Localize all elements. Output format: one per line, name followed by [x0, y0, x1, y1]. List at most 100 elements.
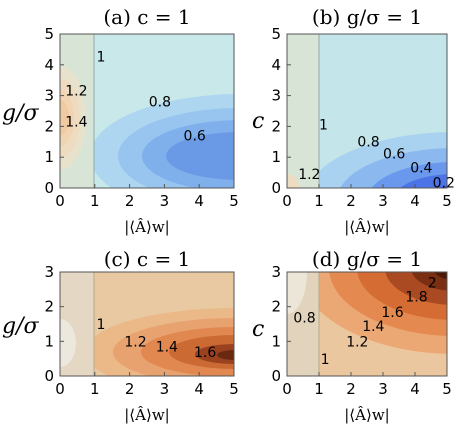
- panel-a-ytick-label: 2: [44, 117, 54, 135]
- panel-d-ytick-label: 3: [271, 263, 281, 281]
- panel-b-ytick-label: 1: [271, 148, 281, 166]
- panel-b-ytick-label: 3: [271, 87, 281, 105]
- panel-c-xtick-label: 4: [194, 380, 204, 398]
- panel-d-xtick-label: 1: [314, 380, 324, 398]
- panel-c-band-1.6: [169, 335, 234, 369]
- panel-c-contour-label: 1.6: [194, 345, 216, 361]
- panel-b-ytick-label: 0: [271, 179, 281, 197]
- panel-d-frame: [286, 271, 448, 377]
- panel-d-yticks: 0 1 2 3: [271, 263, 291, 385]
- panel-a-frame: [59, 33, 235, 189]
- panel-b-xtick-label: 2: [346, 192, 356, 210]
- panel-a-contour-label: 1.4: [65, 114, 87, 130]
- panel-b-band-1.2: [287, 174, 299, 188]
- panel-b-ytick-label: 5: [271, 25, 281, 43]
- panel-b: (b) g/σ = 1 1 0.80.6 0.40.2 1.2 0 1 2 3 4 5 0 1 2 3…: [252, 5, 455, 236]
- panel-b-plot: [287, 34, 447, 188]
- panel-b-title: (b) g/σ = 1: [312, 5, 422, 29]
- panel-d-xlabel: |⟨Â⟩w|: [344, 406, 389, 424]
- panel-b-xtick-label: 3: [378, 192, 388, 210]
- panel-a-ytick-label: 5: [44, 25, 54, 43]
- panel-c-contour-labels: 1 1.2 1.4 1.6: [97, 317, 217, 361]
- panel-c-frame: [59, 271, 235, 377]
- panel-d-xtick-label: 5: [442, 380, 452, 398]
- panel-a-band-1.4: [60, 100, 69, 136]
- panel-a-ytick-label: 0: [44, 179, 54, 197]
- panel-b-xticks: 0 1 2 3 4 5: [282, 184, 452, 210]
- panel-a-contour-label: 1.2: [65, 84, 87, 100]
- panel-d-contour-label: 1.6: [381, 305, 403, 321]
- panel-a-ytick-label: 1: [44, 148, 54, 166]
- panel-b-ylabel: c: [252, 109, 264, 134]
- panel-a-contour-labels: 1 1.2 1.4 0.8 0.6: [65, 50, 206, 145]
- panel-b-xtick-label: 4: [410, 192, 420, 210]
- panel-c-contour-label: 1.2: [124, 335, 146, 351]
- panel-c-ytick-label: 3: [44, 263, 54, 281]
- panel-c-ytick-label: 0: [44, 367, 54, 385]
- panel-d-xticks: 0 1 2 3 4 5: [282, 372, 452, 398]
- panel-b-ytick-label: 4: [271, 56, 281, 74]
- panel-d-contour-label: 1.8: [405, 289, 427, 305]
- panel-b-contour-label: 0.8: [357, 134, 379, 150]
- panel-a-ytick-label: 4: [44, 56, 54, 74]
- panel-c-xtick-label: 3: [160, 380, 170, 398]
- panel-b-left-region: [287, 34, 319, 188]
- panel-d-ylabel: c: [252, 317, 264, 342]
- panel-b-xtick-label: 1: [314, 192, 324, 210]
- panel-d-contour-label: 1.2: [346, 335, 368, 351]
- panel-c-xtick-label: 2: [125, 380, 135, 398]
- panel-a-title: (a) c = 1: [103, 5, 190, 29]
- panel-b-contour-label: 1: [319, 117, 328, 133]
- panel-a-contour-label: 0.8: [149, 94, 171, 110]
- panel-b-frame: [286, 33, 448, 189]
- panel-d-xtick-label: 2: [346, 380, 356, 398]
- panel-b-ytick-label: 2: [271, 117, 281, 135]
- panel-a-plot: [60, 34, 234, 188]
- panel-b-contour-label: 0.2: [433, 175, 455, 191]
- panel-c-xtick-label: 0: [55, 380, 65, 398]
- panel-c-contour-label: 1: [97, 317, 106, 333]
- panel-d-xtick-label: 4: [410, 380, 420, 398]
- panel-c-ytick-label: 2: [44, 298, 54, 316]
- panel-a-xlabel: |⟨Â⟩w|: [124, 218, 169, 236]
- panel-a-xtick-label: 4: [194, 192, 204, 210]
- panel-d-title: (d) g/σ = 1: [312, 247, 422, 271]
- panel-c-plot: [60, 272, 234, 376]
- panel-c-yticks: 0 1 2 3: [44, 263, 64, 385]
- panel-b-contour-labels: 1 0.80.6 0.40.2 1.2: [298, 117, 455, 191]
- panel-a-xtick-label: 2: [125, 192, 135, 210]
- panel-c-title: (c) c = 1: [104, 247, 191, 271]
- panel-d-contour-label: 1: [321, 352, 330, 368]
- panel-b-contour-label: 1.2: [298, 167, 320, 183]
- panel-d-ytick-label: 0: [271, 367, 281, 385]
- panel-c-xlabel: |⟨Â⟩w|: [124, 406, 169, 424]
- panel-a-xtick-label: 5: [229, 192, 239, 210]
- panel-a-ylabel: g/σ: [2, 101, 39, 126]
- panel-b-band-0.3: [400, 174, 447, 188]
- panel-d-contour-label: 2: [428, 276, 437, 292]
- panel-a-band-0.5: [166, 132, 234, 180]
- panel-c-xticks: 0 1 2 3 4 5: [55, 372, 239, 398]
- panel-c-contour-label: 1.4: [156, 340, 178, 356]
- panel-d-xtick-label: 3: [378, 380, 388, 398]
- panel-d-band-0.8: [287, 272, 307, 314]
- panel-c-band-0.9: [60, 319, 76, 367]
- panel-b-contour-label: 0.4: [410, 161, 432, 177]
- panel-d-band-2.0: [411, 272, 447, 291]
- panel-c: (c) c = 1 1 1.2 1.4 1.6 0 1 2 3 4 5 0 1 2 3 g/σ |⟨Â…: [2, 247, 239, 424]
- panel-c-xtick-label: 5: [229, 380, 239, 398]
- panel-c-xtick-label: 1: [90, 380, 100, 398]
- panel-a-ytick-label: 3: [44, 87, 54, 105]
- panel-d-contour-label: 0.8: [293, 310, 315, 326]
- panel-c-ytick-label: 1: [44, 332, 54, 350]
- panel-a-contour-label: 0.6: [184, 128, 206, 144]
- panel-a-xtick-label: 3: [160, 192, 170, 210]
- panel-c-ylabel: g/σ: [2, 314, 39, 339]
- panel-a-xtick-label: 1: [90, 192, 100, 210]
- panel-d-contour-label: 1.4: [362, 319, 384, 335]
- panel-d-ytick-label: 2: [271, 298, 281, 316]
- panel-a-xticks: 0 1 2 3 4 5: [55, 184, 239, 210]
- panel-d-contour-labels: 0.8 1 1.21.41.61.82: [293, 276, 436, 368]
